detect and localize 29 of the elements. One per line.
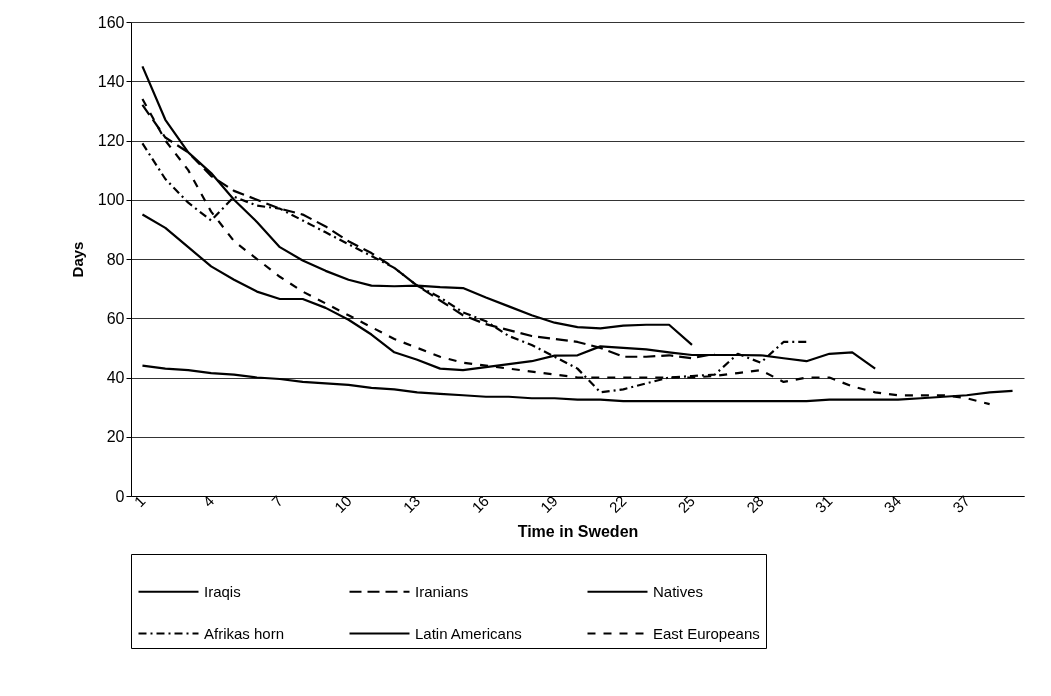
x-tick-label: 4 (199, 492, 218, 511)
x-axis-title: Time in Sweden (517, 522, 639, 540)
legend-label: Afrikas horn (204, 624, 285, 642)
y-tick-label: 120 (97, 132, 125, 149)
legend-label: Natives (653, 582, 704, 600)
x-tick-label: 13 (399, 492, 424, 516)
y-tick-label: 0 (115, 487, 125, 505)
x-tick-label: 28 (743, 492, 767, 516)
x-tick-label: 37 (949, 492, 973, 516)
y-tick-label: 160 (97, 13, 125, 31)
x-tick-label: 10 (330, 492, 355, 516)
x-tick-label: 31 (811, 492, 836, 516)
x-tick-label: 1 (130, 492, 149, 511)
y-tick-label: 20 (106, 428, 125, 446)
y-tick-label: 80 (106, 250, 125, 268)
legend-label: Iraqis (204, 582, 241, 600)
y-axis-title: Days (68, 241, 86, 278)
y-tick-label: 100 (97, 191, 125, 209)
legend-label: Latin Americans (415, 624, 522, 642)
y-tick-label: 60 (106, 309, 125, 327)
x-tick-label: 16 (468, 492, 493, 516)
x-tick-label: 25 (674, 492, 699, 516)
x-tick-label: 22 (605, 492, 630, 516)
y-tick-label: 40 (106, 369, 125, 386)
x-tick-label: 19 (536, 492, 561, 516)
legend-label: Iranians (415, 582, 469, 600)
legend-label: East Europeans (653, 624, 760, 642)
y-tick-label: 140 (97, 72, 125, 90)
x-tick-label: 34 (880, 492, 905, 516)
